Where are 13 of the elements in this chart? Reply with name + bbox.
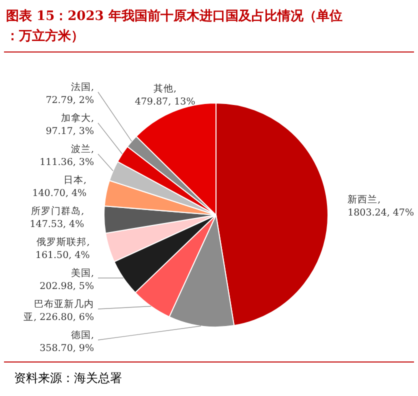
slice-label: 日本, 140.70, 4%: [32, 174, 87, 199]
slice-label: 俄罗斯联邦, 161.50, 4%: [35, 236, 90, 261]
slice-label: 波兰, 111.36, 3%: [40, 143, 94, 168]
slice-label: 巴布亚新几内亚, 226.80, 6%: [24, 298, 94, 323]
slice-label: 所罗门群岛, 147.53, 4%: [30, 205, 84, 230]
slice-label: 加拿大, 97.17, 3%: [46, 112, 94, 137]
slice-label: 新西兰, 1803.24, 47%: [348, 193, 414, 218]
slice-label: 其他, 479.87, 13%: [134, 82, 196, 108]
slice-label: 德国, 358.70, 9%: [40, 330, 94, 354]
chart-title: 图表 15：2023 年我国前十原木进口国及占比情况（单位：万立方米）: [6, 8, 342, 44]
slice-label: 美国, 202.98, 5%: [40, 267, 94, 292]
slice-label: 法国, 72.79, 2%: [46, 81, 94, 106]
text: 资料来源：海关总署: [14, 371, 122, 385]
